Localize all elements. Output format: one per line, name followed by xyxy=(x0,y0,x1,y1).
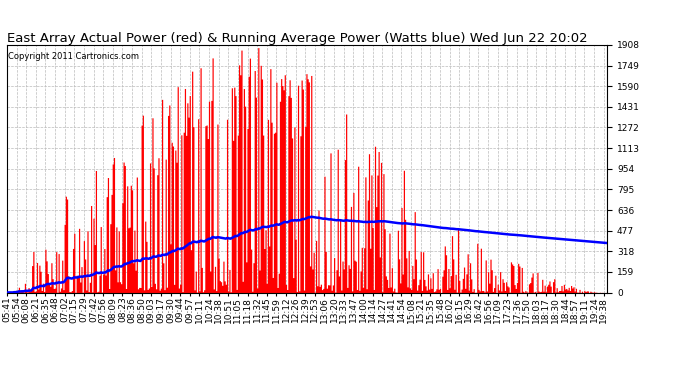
Text: East Array Actual Power (red) & Running Average Power (Watts blue) Wed Jun 22 20: East Array Actual Power (red) & Running … xyxy=(7,32,587,45)
Text: Copyright 2011 Cartronics.com: Copyright 2011 Cartronics.com xyxy=(8,53,139,62)
